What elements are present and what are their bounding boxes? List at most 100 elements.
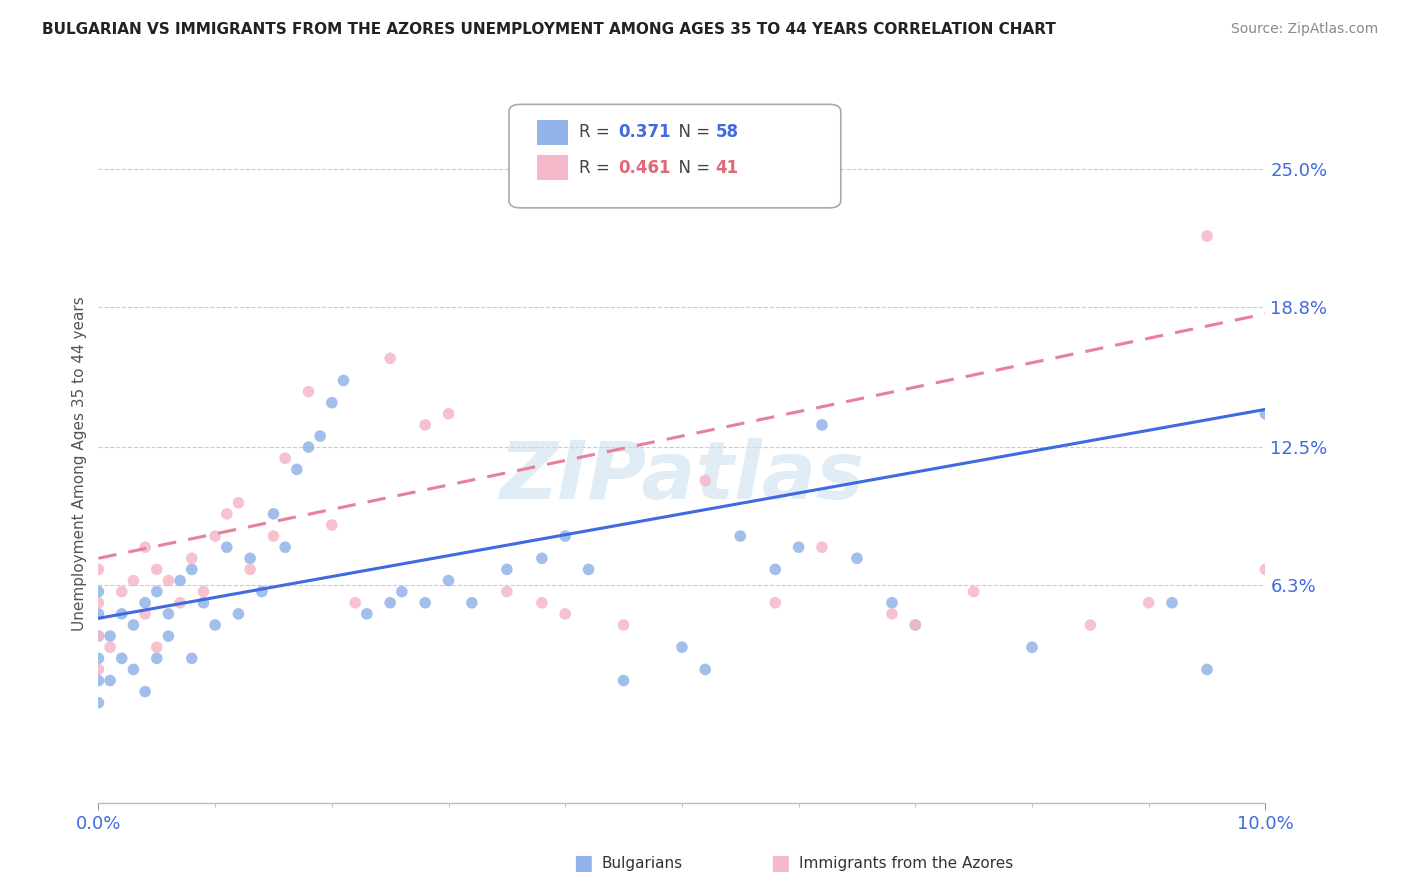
Point (87, 562, 110, 576)
Point (309, 429, 332, 443)
Point (274, 451, 297, 466)
Text: 41: 41 (716, 159, 738, 177)
Text: BULGARIAN VS IMMIGRANTS FROM THE AZORES UNEMPLOYMENT AMONG AGES 35 TO 44 YEARS C: BULGARIAN VS IMMIGRANTS FROM THE AZORES … (42, 22, 1056, 37)
Point (880, 596, 903, 610)
Point (180, 651, 202, 665)
Point (204, 529, 226, 543)
Point (146, 584, 169, 599)
Point (1195, 229, 1218, 244)
Point (169, 574, 191, 588)
Point (297, 384, 319, 399)
Text: 58: 58 (716, 123, 738, 141)
Point (262, 529, 284, 543)
Point (356, 607, 378, 621)
Point (87, 651, 110, 665)
Point (122, 618, 145, 632)
Point (612, 673, 634, 688)
Point (962, 584, 984, 599)
Point (87, 584, 110, 599)
Point (87, 629, 110, 643)
Point (787, 540, 810, 554)
Point (274, 540, 297, 554)
Point (98, 640, 121, 655)
Point (180, 562, 202, 576)
Point (1137, 596, 1160, 610)
Point (134, 596, 156, 610)
Text: N =: N = (668, 159, 716, 177)
Text: ■: ■ (770, 854, 790, 873)
Point (215, 507, 238, 521)
Point (262, 507, 284, 521)
Point (134, 540, 156, 554)
Point (437, 407, 460, 421)
Text: R =: R = (579, 159, 616, 177)
Point (530, 551, 553, 566)
Point (811, 540, 834, 554)
Point (811, 417, 834, 432)
Point (87, 662, 110, 676)
Point (285, 462, 308, 476)
Point (344, 596, 367, 610)
Point (321, 395, 343, 409)
Point (87, 673, 110, 688)
Point (157, 629, 180, 643)
Point (880, 607, 903, 621)
Point (1080, 618, 1102, 632)
Text: N =: N = (668, 123, 716, 141)
Text: ZIPatlas: ZIPatlas (499, 438, 865, 516)
Text: ■: ■ (574, 854, 593, 873)
Point (578, 562, 600, 576)
Point (228, 496, 250, 510)
Point (730, 529, 752, 543)
Point (378, 351, 402, 366)
Text: 0.461: 0.461 (619, 159, 671, 177)
Y-axis label: Unemployment Among Ages 35 to 44 years: Unemployment Among Ages 35 to 44 years (72, 296, 87, 632)
Point (169, 596, 191, 610)
Point (146, 640, 169, 655)
Point (461, 596, 484, 610)
Point (87, 596, 110, 610)
Point (134, 607, 156, 621)
Text: Immigrants from the Azores: Immigrants from the Azores (799, 856, 1012, 871)
Point (413, 596, 436, 610)
Point (1195, 662, 1218, 676)
Point (87, 629, 110, 643)
Point (1254, 407, 1277, 421)
Point (193, 584, 215, 599)
Point (122, 574, 145, 588)
Point (763, 596, 786, 610)
Point (495, 584, 517, 599)
Point (1254, 562, 1277, 576)
Point (146, 651, 169, 665)
Point (904, 618, 927, 632)
Point (321, 518, 343, 533)
Point (193, 596, 215, 610)
Point (134, 684, 156, 698)
Point (146, 562, 169, 576)
Point (157, 574, 180, 588)
Point (239, 551, 262, 566)
Point (297, 440, 319, 454)
Point (495, 562, 517, 576)
Point (437, 574, 460, 588)
Point (111, 651, 134, 665)
Point (239, 562, 262, 576)
Point (845, 551, 868, 566)
Point (904, 618, 927, 632)
Text: Bulgarians: Bulgarians (602, 856, 683, 871)
Text: R =: R = (579, 123, 616, 141)
Point (554, 529, 576, 543)
Point (671, 640, 693, 655)
Point (250, 584, 273, 599)
Point (332, 374, 354, 388)
Point (1161, 596, 1184, 610)
Point (111, 584, 134, 599)
Point (1021, 640, 1043, 655)
Point (763, 562, 786, 576)
Point (530, 596, 553, 610)
Point (391, 584, 413, 599)
Point (87, 607, 110, 621)
Point (157, 607, 180, 621)
Point (612, 618, 634, 632)
Point (228, 607, 250, 621)
